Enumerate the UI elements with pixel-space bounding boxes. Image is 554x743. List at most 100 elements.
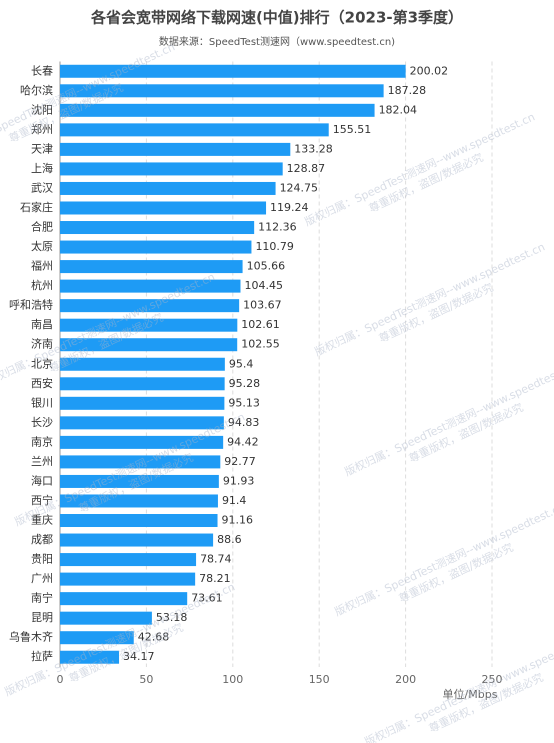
value-label: 88.6 bbox=[217, 533, 242, 546]
value-label: 119.24 bbox=[270, 201, 309, 214]
bar bbox=[60, 123, 329, 137]
value-label: 34.17 bbox=[123, 650, 155, 663]
bar bbox=[60, 396, 225, 410]
value-label: 94.42 bbox=[227, 435, 259, 448]
y-tick-label: 南京 bbox=[31, 434, 53, 448]
value-label: 124.75 bbox=[280, 181, 319, 194]
y-tick-label: 重庆 bbox=[31, 513, 53, 527]
x-tick-label: 250 bbox=[482, 673, 503, 686]
value-label: 200.02 bbox=[410, 64, 449, 77]
watermark: 版权归属：SpeedTest测速网--www.speedtest.cn尊重版权，… bbox=[362, 629, 554, 743]
y-tick-label: 昆明 bbox=[31, 611, 53, 624]
x-tick-label: 50 bbox=[139, 673, 153, 686]
bar bbox=[60, 435, 224, 449]
x-tick-label: 150 bbox=[309, 673, 330, 686]
bar bbox=[60, 592, 188, 606]
y-tick-label: 乌鲁木齐 bbox=[9, 630, 53, 644]
value-label: 94.83 bbox=[228, 416, 260, 429]
y-tick-label: 兰州 bbox=[31, 455, 53, 468]
bar bbox=[60, 455, 221, 469]
y-tick-label: 合肥 bbox=[31, 220, 53, 234]
value-label: 73.61 bbox=[191, 592, 223, 605]
bar bbox=[60, 103, 375, 117]
value-label: 105.66 bbox=[247, 260, 286, 273]
y-tick-label: 哈尔滨 bbox=[20, 83, 53, 97]
value-label: 95.13 bbox=[228, 396, 260, 409]
value-label: 103.67 bbox=[243, 299, 282, 312]
value-label: 155.51 bbox=[333, 123, 372, 136]
bar bbox=[60, 514, 218, 528]
value-label: 104.45 bbox=[244, 279, 283, 292]
y-tick-label: 天津 bbox=[31, 142, 53, 155]
bar bbox=[60, 631, 134, 645]
value-label: 53.18 bbox=[156, 611, 188, 624]
x-tick-label: 0 bbox=[57, 673, 64, 686]
y-tick-label: 长春 bbox=[31, 64, 53, 77]
value-label: 91.4 bbox=[222, 494, 247, 507]
y-tick-label: 太原 bbox=[31, 240, 53, 253]
watermark-text: 版权归属：SpeedTest测速网--www.speedtest.cn bbox=[332, 499, 554, 618]
bar bbox=[60, 299, 240, 313]
value-label: 102.61 bbox=[241, 318, 279, 331]
x-axis-label: 单位/Mbps bbox=[443, 687, 498, 701]
value-label: 182.04 bbox=[379, 103, 418, 116]
y-tick-label: 杭州 bbox=[31, 278, 53, 292]
value-label: 110.79 bbox=[255, 240, 294, 253]
watermark: 版权归属：SpeedTest测速网--www.speedtest.cn尊重版权，… bbox=[332, 499, 554, 618]
chart-subtitle: 数据来源：SpeedTest测速网（www.speedtest.cn) bbox=[159, 35, 395, 48]
y-tick-label: 武汉 bbox=[31, 181, 53, 194]
bar bbox=[60, 338, 238, 352]
chart-title: 各省会宽带网络下载网速(中值)排行（2023-第3季度） bbox=[90, 9, 463, 27]
value-label: 42.68 bbox=[138, 631, 170, 644]
bar bbox=[60, 260, 243, 274]
y-tick-label: 长沙 bbox=[31, 416, 53, 429]
y-tick-label: 成都 bbox=[31, 533, 53, 546]
bar bbox=[60, 416, 224, 430]
y-tick-label: 贵阳 bbox=[31, 553, 53, 566]
bar bbox=[60, 181, 276, 195]
y-tick-label: 济南 bbox=[31, 337, 53, 351]
bar bbox=[60, 64, 406, 78]
value-label: 112.36 bbox=[258, 221, 297, 234]
bar bbox=[60, 240, 252, 254]
bar bbox=[60, 474, 219, 488]
y-tick-label: 沈阳 bbox=[31, 102, 53, 116]
y-tick-label: 上海 bbox=[31, 161, 53, 175]
y-tick-label: 郑州 bbox=[31, 122, 53, 136]
bar bbox=[60, 357, 225, 371]
bar bbox=[60, 201, 267, 215]
y-tick-label: 广州 bbox=[31, 572, 53, 585]
y-tick-label: 福州 bbox=[31, 259, 53, 273]
bar bbox=[60, 221, 255, 235]
value-label: 95.4 bbox=[229, 357, 254, 370]
x-tick-label: 100 bbox=[222, 673, 243, 686]
watermark-text: 版权归属：SpeedTest测速网--www.speedtest.cn bbox=[342, 359, 554, 478]
bar bbox=[60, 553, 197, 567]
bar bbox=[60, 572, 196, 586]
value-label: 133.28 bbox=[294, 142, 333, 155]
x-tick-label: 200 bbox=[395, 673, 416, 686]
y-tick-label: 北京 bbox=[31, 356, 53, 370]
value-label: 91.16 bbox=[222, 514, 254, 527]
bar bbox=[60, 494, 218, 508]
bar bbox=[60, 279, 241, 293]
bar bbox=[60, 84, 384, 98]
value-label: 91.93 bbox=[223, 474, 255, 487]
value-label: 92.77 bbox=[224, 455, 256, 468]
y-tick-label: 西宁 bbox=[31, 493, 53, 507]
bar bbox=[60, 650, 120, 664]
value-label: 128.87 bbox=[287, 162, 326, 175]
y-tick-label: 拉萨 bbox=[31, 649, 53, 663]
y-tick-label: 南昌 bbox=[31, 318, 53, 331]
y-tick-label: 海口 bbox=[31, 473, 53, 487]
y-tick-label: 石家庄 bbox=[20, 200, 53, 214]
value-label: 95.28 bbox=[229, 377, 261, 390]
watermark: 版权归属：SpeedTest测速网--www.speedtest.cn尊重版权，… bbox=[312, 239, 547, 358]
bar bbox=[60, 318, 238, 332]
bar bbox=[60, 533, 214, 547]
bar bbox=[60, 377, 225, 391]
value-label: 187.28 bbox=[388, 84, 427, 97]
bar bbox=[60, 162, 283, 176]
bar bbox=[60, 611, 152, 625]
